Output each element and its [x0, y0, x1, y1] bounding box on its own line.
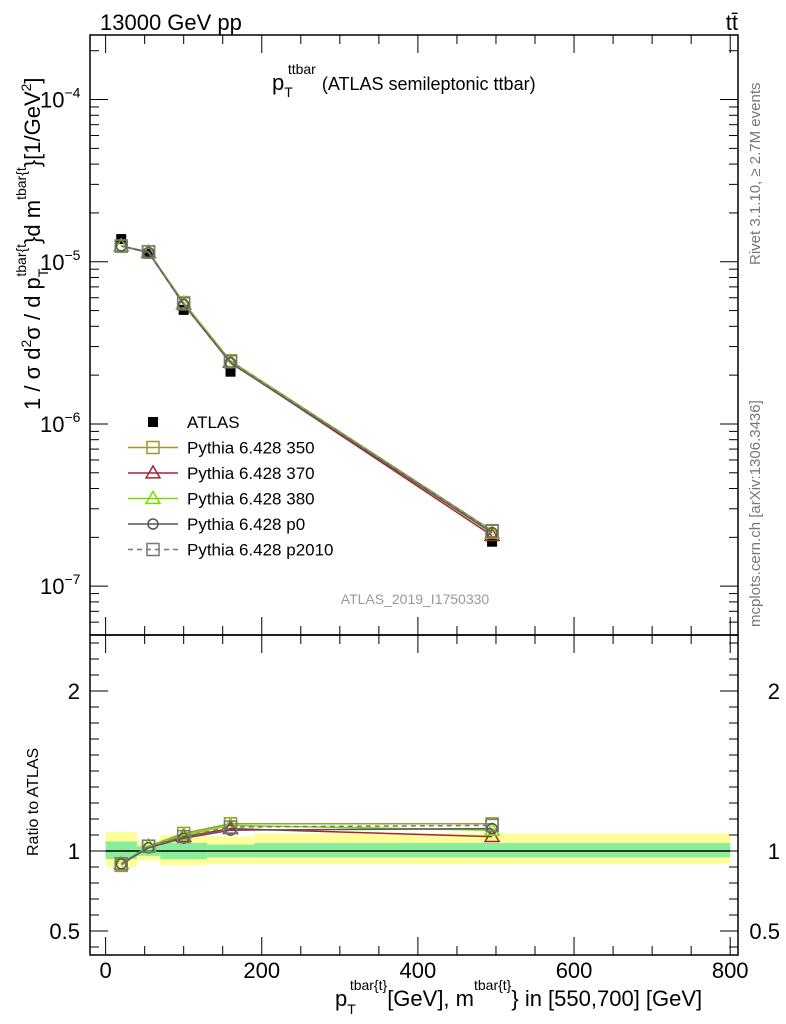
plot-title: pTttbar(ATLAS semileptonic ttbar)	[272, 61, 536, 100]
legend-label: Pythia 6.428 380	[187, 490, 315, 509]
ratio-data-point	[224, 824, 237, 836]
legend-marker	[144, 490, 162, 505]
ratio-data-point	[141, 839, 156, 853]
y-axis-label-ratio: Ratio to ATLAS	[25, 748, 42, 856]
legend-marker	[146, 542, 160, 557]
data-point	[483, 527, 501, 542]
header-left: 13000 GeV pp	[100, 10, 242, 35]
ratio-y-tick-label: 2	[68, 679, 80, 704]
y-tick-label: 10−6	[40, 409, 81, 437]
y-tick-label: 10−4	[40, 85, 81, 113]
ratio-data-point	[223, 820, 238, 834]
x-tick-label: 0	[99, 958, 111, 983]
legend-marker	[147, 518, 159, 530]
x-tick-label: 200	[243, 958, 280, 983]
ratio-data-point	[176, 829, 191, 844]
legend-label: Pythia 6.428 350	[187, 439, 315, 458]
x-axis-label: pTtbar{t}[GeV], mtbar{t}} in [550,700] […	[335, 977, 702, 1017]
ratio-y-tick-label-right: 1	[768, 839, 780, 864]
ratio-data-point	[115, 858, 127, 870]
legend-marker	[148, 417, 158, 427]
y-axis-label-main: 1 / σ d2σ / d pTtbar{t}d mtbar{t}[1/GeV2…	[13, 77, 51, 410]
data-point	[485, 524, 499, 539]
rivet-label: Rivet 3.1.10, ≥ 2.7M events	[747, 83, 764, 266]
ratio-data-point	[486, 822, 498, 835]
header-right: tt̄	[726, 10, 738, 35]
data-point	[115, 240, 127, 252]
y-tick-label: 10−5	[40, 247, 81, 275]
ratio-y-tick-label: 1	[68, 839, 80, 864]
data-point	[225, 366, 236, 377]
ratio-y-tick-label: 0.5	[49, 919, 80, 944]
data-point	[175, 294, 192, 309]
x-tick-label: 400	[400, 958, 437, 983]
legend-marker	[146, 440, 160, 455]
data-point	[487, 536, 498, 547]
legend-label: ATLAS	[187, 413, 240, 432]
x-tick-label: 600	[556, 958, 593, 983]
ratio-series-line	[120, 824, 493, 865]
ratio-plot-frame	[89, 634, 739, 956]
legend-marker	[144, 464, 162, 479]
legend-label: Pythia 6.428 370	[187, 464, 315, 483]
legend-label: Pythia 6.428 p2010	[187, 541, 334, 560]
ratio-y-tick-label-right: 2	[768, 679, 780, 704]
x-tick-label: 800	[712, 958, 749, 983]
uncertainty-band-stat	[253, 843, 731, 858]
series-line	[121, 245, 493, 532]
data-point	[223, 354, 238, 369]
data-point	[141, 245, 156, 259]
watermark: ATLAS_2019_I1750330	[341, 591, 490, 607]
legend-label: Pythia 6.428 p0	[187, 515, 305, 534]
data-point	[114, 239, 128, 253]
ratio-y-tick-label-right: 0.5	[749, 919, 780, 944]
ratio-data-point	[114, 857, 128, 871]
series-line	[121, 245, 493, 532]
data-point	[176, 297, 191, 311]
ratio-data-point	[485, 818, 499, 833]
ratio-series-line	[120, 827, 493, 865]
uncertainty-band-stat	[105, 841, 137, 859]
mcplots-label: mcplots.cern.ch [arXiv:1306.3436]	[747, 400, 764, 627]
y-tick-label: 10−7	[40, 571, 81, 599]
